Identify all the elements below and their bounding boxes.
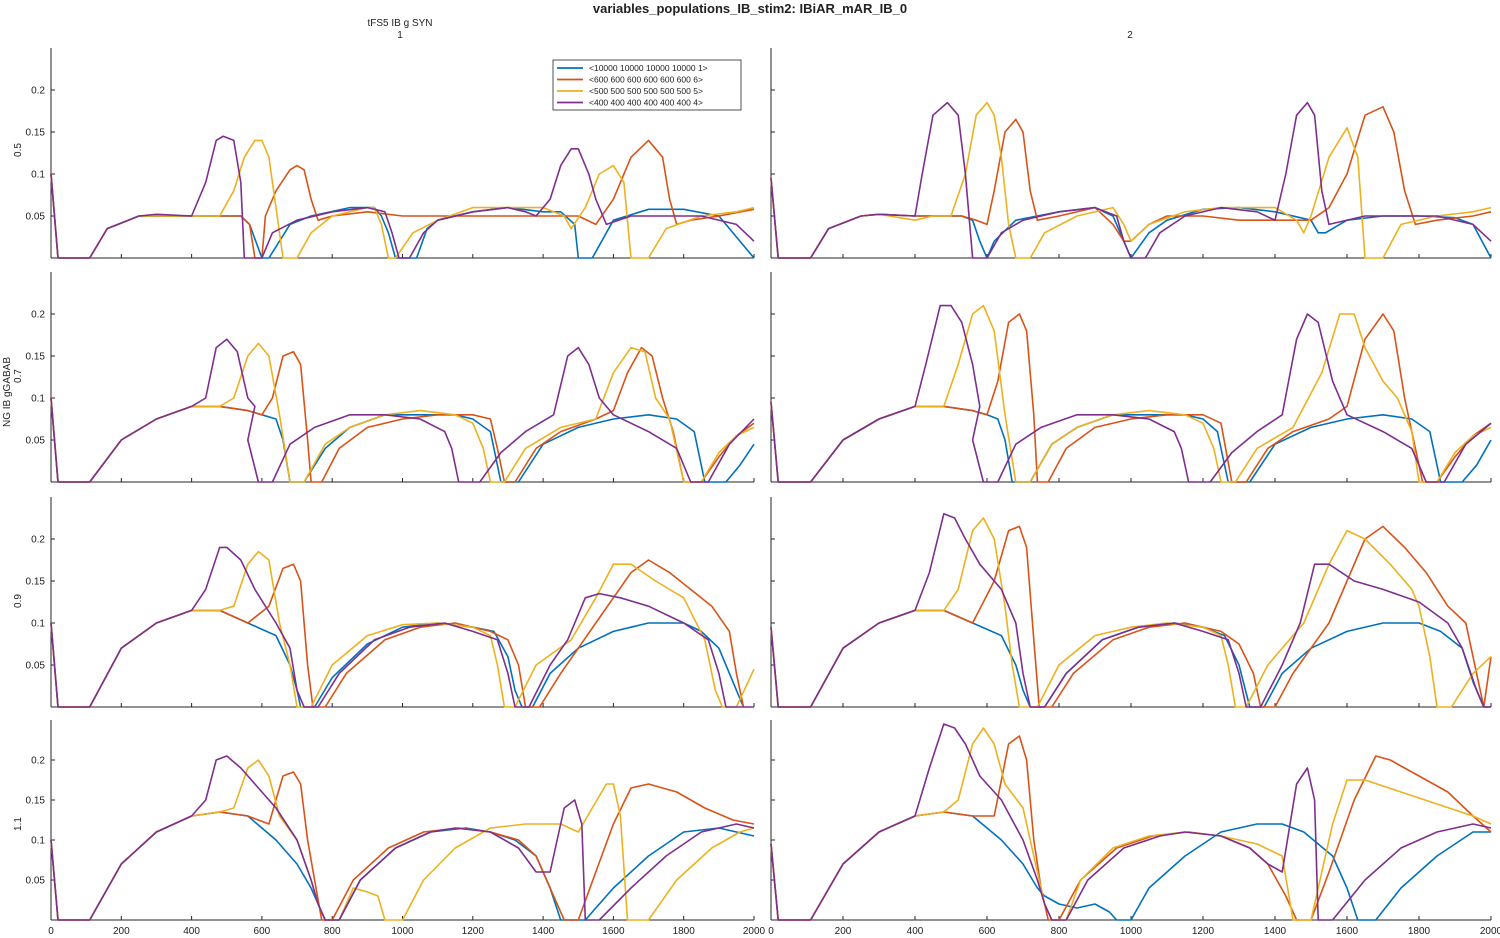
x-tick-label: 1400 bbox=[1264, 926, 1287, 937]
series-line-1 bbox=[770, 811, 1491, 921]
x-tick-label: 400 bbox=[907, 926, 924, 937]
legend-label: <500 500 500 500 500 500 5> bbox=[589, 86, 703, 96]
y-tick-label: 0.2 bbox=[31, 756, 45, 767]
column-title-1: 1 bbox=[397, 30, 403, 41]
series-line-1 bbox=[50, 811, 755, 921]
series-line-2 bbox=[770, 525, 1492, 708]
y-tick-label: 0.15 bbox=[26, 796, 46, 807]
y-tick-label: 0.2 bbox=[31, 535, 45, 546]
panel bbox=[770, 48, 1492, 259]
row-label: 0.9 bbox=[13, 594, 24, 608]
series-line-3 bbox=[50, 139, 755, 259]
y-tick-label: 0.1 bbox=[31, 836, 45, 847]
column-header-top: tFS5 IB g SYN bbox=[367, 18, 432, 29]
series-line-4 bbox=[50, 135, 755, 259]
x-tick-label: 200 bbox=[113, 926, 130, 937]
row-label: 1.1 bbox=[13, 817, 24, 831]
y-tick-label: 0.1 bbox=[31, 619, 45, 630]
y-tick-label: 0.15 bbox=[26, 352, 46, 363]
panel bbox=[770, 497, 1492, 708]
x-tick-label: 1600 bbox=[602, 926, 625, 937]
series-line-3 bbox=[770, 727, 1492, 921]
y-tick-label: 0.05 bbox=[26, 436, 46, 447]
row-label: 0.5 bbox=[13, 143, 24, 157]
x-tick-label: 600 bbox=[979, 926, 996, 937]
series-line-2 bbox=[770, 735, 1492, 921]
panel: 0.05 0.1 0.15 0.2 bbox=[26, 497, 755, 708]
series-line-4 bbox=[50, 338, 755, 483]
series-line-2 bbox=[770, 313, 1492, 483]
y-tick-label: 0.2 bbox=[31, 310, 45, 321]
series-line-2 bbox=[50, 771, 755, 921]
series-line-2 bbox=[50, 559, 745, 708]
panel: 0 200 400 600 800 1000 1200 1400 1600 1800 2000 bbox=[768, 720, 1500, 937]
y-tick-label: 0.05 bbox=[26, 661, 46, 672]
x-tick-label: 1800 bbox=[1408, 926, 1431, 937]
series-line-3 bbox=[770, 304, 1492, 483]
series-line-1 bbox=[770, 609, 1491, 708]
x-tick-label: 2000 bbox=[743, 926, 766, 937]
row-label: 0.7 bbox=[13, 369, 24, 383]
series-line-2 bbox=[50, 139, 755, 259]
x-tick-label: 2000 bbox=[1480, 926, 1500, 937]
panel: 0.05 0.1 0.15 0.2 bbox=[26, 272, 755, 483]
legend: <10000 10000 10000 10000 1> <600 600 600 … bbox=[552, 59, 742, 111]
panel: 0.05 0.1 0.15 0.2 bbox=[26, 48, 755, 259]
y-tick-label: 0.1 bbox=[31, 170, 45, 181]
series-line-4 bbox=[770, 723, 1492, 921]
series-line-3 bbox=[50, 342, 755, 483]
series-line-2 bbox=[770, 106, 1492, 259]
x-tick-label: 0 bbox=[768, 926, 774, 937]
y-tick-label: 0.05 bbox=[26, 876, 46, 887]
x-tick-label: 400 bbox=[183, 926, 200, 937]
y-tick-label: 0.1 bbox=[31, 394, 45, 405]
panel: 0.05 0.1 0.15 0.2 0 200 400 600 800 1000 1200 1400 1… bbox=[26, 720, 766, 937]
legend-label: <600 600 600 600 600 600 6> bbox=[589, 75, 703, 85]
series-line-4 bbox=[770, 304, 1492, 483]
x-tick-label: 1400 bbox=[532, 926, 555, 937]
legend-box bbox=[552, 59, 742, 111]
series-line-3 bbox=[770, 517, 1492, 708]
figure-title: variables_populations_IB_stim2: IBiAR_mA… bbox=[593, 1, 907, 16]
x-tick-label: 600 bbox=[254, 926, 271, 937]
x-tick-label: 1800 bbox=[673, 926, 696, 937]
series-line-4 bbox=[50, 546, 754, 708]
x-tick-label: 1000 bbox=[1120, 926, 1143, 937]
panel bbox=[770, 272, 1492, 483]
series-line-2 bbox=[50, 346, 755, 483]
row-group-label: NG IB gGABAB bbox=[2, 357, 13, 427]
series-line-1 bbox=[770, 402, 1492, 483]
x-tick-label: 1600 bbox=[1336, 926, 1359, 937]
series-line-4 bbox=[50, 755, 755, 921]
series-line-4 bbox=[770, 512, 1491, 708]
series-line-1 bbox=[770, 178, 1492, 259]
y-tick-label: 0.2 bbox=[31, 86, 45, 97]
x-tick-label: 1200 bbox=[1192, 926, 1215, 937]
x-tick-label: 200 bbox=[835, 926, 852, 937]
x-tick-label: 1000 bbox=[391, 926, 414, 937]
y-tick-label: 0.15 bbox=[26, 577, 46, 588]
legend-label: <10000 10000 10000 10000 1> bbox=[589, 63, 708, 73]
x-tick-label: 800 bbox=[1051, 926, 1068, 937]
y-tick-label: 0.05 bbox=[26, 212, 46, 223]
column-title-2: 2 bbox=[1127, 30, 1133, 41]
series-line-4 bbox=[770, 101, 1492, 259]
x-tick-label: 1200 bbox=[462, 926, 485, 937]
legend-label: <400 400 400 400 400 400 4> bbox=[589, 98, 703, 108]
series-line-3 bbox=[50, 759, 755, 921]
series-line-1 bbox=[50, 397, 755, 483]
y-tick-label: 0.15 bbox=[26, 128, 46, 139]
panels-grid: 0.5 0.7 0.9 1.1 0.05 0.1 0.15 0.2 0.05 0.1 0.15 0.2… bbox=[13, 48, 1500, 937]
series-line-3 bbox=[50, 550, 755, 708]
x-tick-label: 0 bbox=[48, 926, 54, 937]
x-tick-label: 800 bbox=[324, 926, 341, 937]
series-line-3 bbox=[770, 101, 1492, 259]
